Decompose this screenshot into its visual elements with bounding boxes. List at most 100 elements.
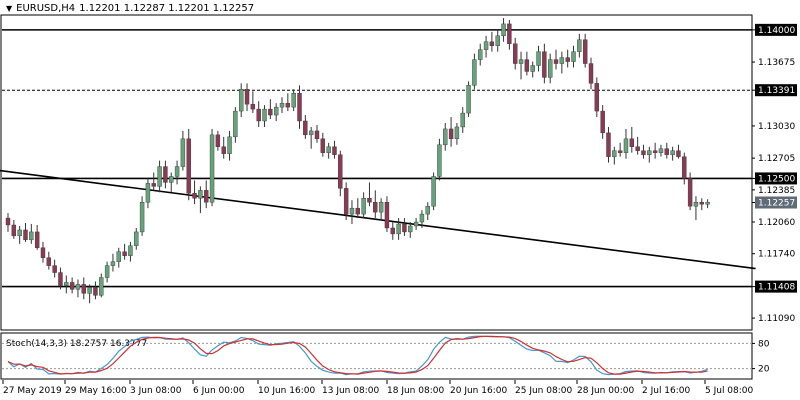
candle-body	[699, 202, 704, 205]
candle-body	[367, 198, 372, 203]
candle-body	[291, 93, 296, 108]
candle-body	[448, 128, 454, 140]
candle	[93, 281, 98, 300]
candle-body	[52, 265, 57, 273]
candle-body	[483, 41, 489, 50]
candle	[58, 267, 63, 290]
candle-body	[326, 146, 331, 153]
stoch-tick-label: 20	[758, 365, 770, 375]
candle-body	[355, 207, 360, 215]
candle-body	[664, 148, 669, 155]
candle	[588, 57, 594, 90]
candle	[262, 105, 267, 127]
candle-body	[145, 183, 151, 203]
level-price-tag	[755, 172, 797, 185]
candle-body	[384, 202, 390, 229]
candle	[518, 51, 524, 80]
candle-body	[641, 150, 646, 155]
time-tick-label: 13 Jun 08:00	[322, 386, 379, 396]
candle	[571, 45, 576, 68]
candle-body	[163, 166, 168, 183]
candle-body	[87, 287, 92, 294]
candle	[623, 128, 629, 159]
candle-body	[81, 284, 86, 294]
candle	[559, 51, 565, 74]
indicator-pane-border	[0, 332, 753, 380]
main-pane-border	[0, 14, 753, 331]
candle-body	[518, 59, 524, 64]
candle	[250, 91, 256, 114]
candle-body	[93, 287, 98, 296]
candle-body	[209, 134, 215, 203]
candle-body	[693, 202, 699, 207]
candle-body	[658, 148, 664, 153]
time-tick-label: 25 Jun 08:00	[515, 386, 572, 396]
candle-body	[5, 217, 11, 226]
candle	[606, 126, 611, 163]
candle	[297, 85, 302, 129]
candle	[454, 122, 460, 145]
candle-body	[612, 150, 617, 157]
candle-body	[338, 154, 343, 189]
dropdown-triangle-icon[interactable]: ▼	[6, 4, 13, 13]
trendline-line[interactable]	[0, 169, 756, 270]
candle-body	[582, 39, 588, 64]
candle-body	[238, 89, 244, 112]
candle	[116, 247, 121, 268]
candle	[192, 180, 197, 205]
candle	[314, 124, 320, 143]
time-tick-label: 10 Jun 16:00	[258, 386, 315, 396]
candle-body	[29, 231, 34, 241]
candle	[75, 279, 81, 298]
candle-body	[513, 43, 518, 64]
candle	[483, 35, 489, 58]
candle	[617, 142, 623, 157]
candle	[87, 284, 92, 304]
candle-body	[157, 166, 162, 187]
candle-body	[565, 57, 570, 62]
candle	[513, 37, 518, 70]
candle	[279, 97, 285, 114]
candle	[11, 220, 17, 239]
price-tick-label: 1.11090	[758, 314, 795, 324]
price-tick-label: 1.13391	[758, 86, 795, 96]
candle	[326, 142, 331, 159]
candle-body	[139, 202, 145, 233]
candle	[81, 277, 86, 300]
candle	[139, 196, 145, 236]
candle	[233, 107, 238, 143]
candle-body	[437, 144, 442, 177]
candle-body	[204, 190, 209, 203]
candle-body	[606, 132, 611, 157]
candle-body	[343, 188, 349, 215]
candle	[577, 33, 582, 58]
candle	[670, 146, 675, 161]
candle-body	[233, 110, 238, 138]
candle-body	[64, 282, 69, 286]
candle	[40, 241, 46, 263]
time-tick-label: 28 Jun 00:00	[577, 386, 634, 396]
candle-body	[198, 190, 203, 199]
candle	[664, 142, 669, 159]
candle	[244, 83, 250, 112]
candle	[647, 146, 652, 163]
candle	[64, 275, 69, 294]
candle-body	[122, 251, 127, 256]
candle	[221, 136, 226, 159]
candle	[478, 43, 483, 66]
price-tick-label: 1.11740	[758, 250, 795, 260]
candle-body	[472, 59, 477, 86]
candle	[676, 144, 681, 159]
candle	[472, 53, 477, 90]
candle	[682, 152, 687, 185]
candle-body	[495, 35, 500, 46]
candle	[29, 224, 34, 244]
stoch-signal-line	[7, 335, 708, 375]
candle-body	[600, 110, 605, 134]
time-axis: 27 May 2019 29 May 16:00 3 Jun 08:00 6 Jun …	[2, 380, 754, 396]
candle-body	[431, 176, 436, 207]
candle-body	[466, 85, 471, 114]
candle-body	[297, 93, 302, 122]
candle-body	[629, 138, 635, 147]
